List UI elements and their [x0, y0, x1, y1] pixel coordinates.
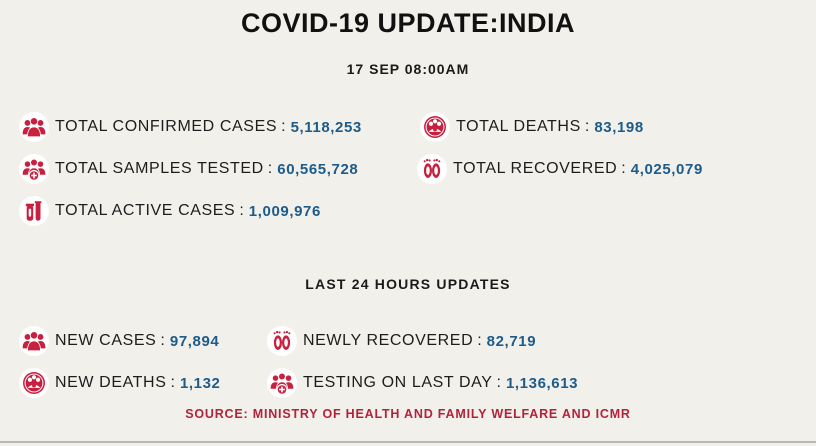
- test-tube-icon: [19, 196, 49, 226]
- stat-label: NEW DEATHS: [55, 374, 167, 391]
- stat-new-deaths: NEW DEATHS : 1,132: [19, 367, 220, 399]
- stat-newly-recovered: NEWLY RECOVERED : 82,719: [267, 325, 536, 357]
- stat-label: TESTING ON LAST DAY: [303, 374, 493, 391]
- stat-testing-last-day: TESTING ON LAST DAY : 1,136,613: [267, 367, 578, 399]
- stat-value: 1,009,976: [248, 202, 321, 220]
- stat-total-samples-tested: TOTAL SAMPLES TESTED : 60,565,728: [19, 153, 358, 185]
- stat-separator: :: [496, 374, 501, 391]
- stat-total-deaths: TOTAL DEATHS : 83,198: [420, 111, 644, 143]
- stat-total-confirmed: TOTAL CONFIRMED CASES : 5,118,253: [19, 111, 362, 143]
- people-plus-icon: [267, 368, 297, 398]
- people-group-icon: [19, 326, 49, 356]
- stat-separator: :: [170, 374, 175, 391]
- stat-value: 4,025,079: [630, 160, 703, 178]
- people-group-icon: [19, 112, 49, 142]
- footprints-icon: [417, 154, 447, 184]
- stat-label: TOTAL CONFIRMED CASES: [55, 118, 278, 135]
- stat-separator: :: [621, 160, 626, 177]
- stat-value: 83,198: [594, 118, 644, 136]
- stat-value: 60,565,728: [277, 160, 359, 178]
- people-plus-icon: [19, 154, 49, 184]
- stat-value: 97,894: [169, 332, 220, 350]
- virus-icon: [19, 368, 49, 398]
- stat-value: 82,719: [486, 332, 537, 350]
- stat-total-active: TOTAL ACTIVE CASES : 1,009,976: [19, 195, 321, 227]
- stat-label: NEWLY RECOVERED: [303, 332, 474, 349]
- stat-label: TOTAL RECOVERED: [453, 160, 618, 177]
- source-attribution: SOURCE: MINISTRY OF HEALTH AND FAMILY WE…: [185, 407, 631, 421]
- bottom-divider: [0, 441, 816, 443]
- stat-label: TOTAL ACTIVE CASES: [55, 202, 236, 219]
- stat-label: NEW CASES: [55, 332, 157, 349]
- stat-label: TOTAL DEATHS: [456, 118, 581, 135]
- stat-separator: :: [267, 160, 273, 177]
- stat-separator: :: [477, 332, 482, 349]
- section-heading-last-24h: LAST 24 HOURS UPDATES: [305, 276, 511, 292]
- stat-separator: :: [160, 332, 165, 349]
- stat-new-cases: NEW CASES : 97,894: [19, 325, 219, 357]
- stat-value: 1,132: [179, 374, 221, 392]
- stat-separator: :: [281, 118, 286, 135]
- virus-icon: [420, 112, 450, 142]
- stat-value: 5,118,253: [290, 118, 362, 136]
- stat-separator: :: [239, 202, 244, 219]
- page-title: COVID-19 UPDATE:INDIA: [240, 8, 576, 38]
- stat-total-recovered: TOTAL RECOVERED : 4,025,079: [417, 153, 703, 185]
- stat-label: TOTAL SAMPLES TESTED: [55, 160, 264, 177]
- stat-value: 1,136,613: [505, 374, 579, 392]
- update-timestamp: 17 SEP 08:00AM: [346, 61, 470, 77]
- footprints-icon: [267, 326, 297, 356]
- stat-separator: :: [584, 118, 590, 135]
